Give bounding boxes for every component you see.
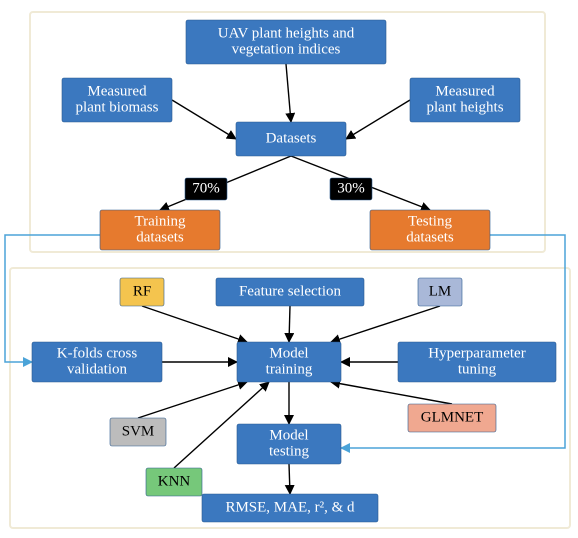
edge — [289, 464, 290, 494]
node-label: RMSE, MAE, r², & d — [225, 499, 355, 515]
node-label: 70% — [192, 180, 220, 196]
node-kfold: K-folds crossvalidation — [32, 342, 162, 382]
edge — [142, 306, 247, 342]
node-label: Model — [269, 345, 308, 361]
node-label: plant biomass — [76, 99, 159, 115]
node-feat: Feature selection — [216, 278, 364, 306]
node-label: testing — [269, 443, 309, 459]
node-knn: KNN — [146, 468, 202, 496]
edge — [289, 306, 290, 342]
node-hyper: Hyperparametertuning — [398, 342, 556, 382]
node-label: datasets — [136, 229, 184, 245]
node-train: Trainingdatasets — [100, 210, 220, 250]
node-label: KNN — [158, 473, 191, 489]
edge — [286, 64, 291, 122]
node-label: UAV plant heights and — [218, 25, 355, 41]
edge — [138, 382, 247, 418]
node-uav: UAV plant heights andvegetation indices — [186, 20, 386, 64]
node-label: Measured — [435, 83, 495, 99]
node-label: plant heights — [426, 99, 503, 115]
node-label: Hyperparameter — [428, 345, 525, 361]
node-label: Feature selection — [239, 283, 342, 299]
node-mtrain: Modeltraining — [237, 342, 341, 382]
node-label: RF — [133, 283, 151, 299]
node-heights: Measuredplant heights — [410, 78, 520, 122]
edge — [331, 382, 452, 404]
node-label: 30% — [337, 180, 365, 196]
node-label: training — [266, 361, 313, 377]
node-label: Testing — [408, 213, 452, 229]
node-lbl30: 30% — [330, 178, 372, 200]
node-label: vegetation indices — [232, 41, 341, 57]
node-label: Datasets — [266, 130, 317, 146]
node-rf: RF — [120, 278, 164, 306]
node-label: LM — [429, 283, 452, 299]
node-mtest: Modeltesting — [237, 424, 341, 464]
node-label: GLMNET — [421, 409, 484, 425]
node-label: Model — [269, 427, 308, 443]
node-lbl70: 70% — [185, 178, 227, 200]
node-lm: LM — [418, 278, 462, 306]
node-label: Training — [134, 213, 186, 229]
node-biomass: Measuredplant biomass — [62, 78, 172, 122]
edge — [172, 100, 236, 139]
node-test: Testingdatasets — [370, 210, 490, 250]
node-metrics: RMSE, MAE, r², & d — [202, 494, 378, 522]
node-glmnet: GLMNET — [408, 404, 496, 432]
node-datasets: Datasets — [236, 122, 346, 156]
edge — [331, 306, 440, 342]
node-label: SVM — [122, 423, 155, 439]
node-label: datasets — [406, 229, 454, 245]
node-label: tuning — [458, 361, 497, 377]
flowchart: UAV plant heights andvegetation indices M… — [0, 0, 578, 538]
node-label: Measured — [87, 83, 147, 99]
node-svm: SVM — [110, 418, 166, 446]
edge — [346, 100, 410, 139]
node-label: validation — [67, 361, 127, 377]
node-label: K-folds cross — [57, 345, 138, 361]
